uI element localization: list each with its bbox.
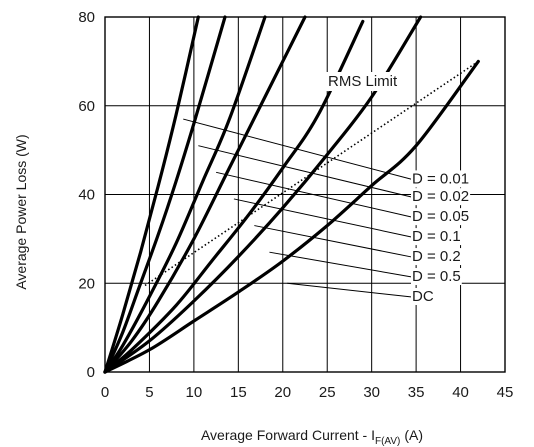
x-tick-label-2: 10 bbox=[186, 384, 203, 401]
annotation-labels: D = 0.01D = 0.02 D = 0.05 D = 0.1 D = 0.2 D … bbox=[325, 72, 471, 305]
y-tick-label-4: 80 bbox=[78, 9, 95, 26]
annotation-bg-4 bbox=[411, 248, 462, 266]
annotation-bg-5 bbox=[411, 268, 462, 286]
leader-line-1 bbox=[198, 145, 413, 198]
leader-line-4 bbox=[254, 225, 413, 258]
series-line-d-0-05 bbox=[103, 15, 267, 374]
curves bbox=[103, 15, 480, 374]
series-annotation-2: D = 0.05 bbox=[412, 208, 469, 225]
series-annotation-6: DC bbox=[412, 288, 434, 305]
annotation-leaders bbox=[183, 118, 413, 298]
series-line-d-0-02 bbox=[103, 15, 227, 374]
x-axis-label-unit: (A) bbox=[404, 427, 423, 443]
series-annotation-4: D = 0.2 bbox=[412, 248, 461, 265]
series-annotation-3: D = 0.1 bbox=[412, 228, 461, 245]
y-tick-label-1: 20 bbox=[78, 275, 95, 292]
x-tick-label-1: 5 bbox=[145, 384, 153, 401]
x-axis-label: Average Forward Current - IF(AV) (A) bbox=[201, 427, 423, 447]
y-axis-label: Average Power Loss (W) bbox=[13, 134, 29, 289]
x-tick-label-9: 45 bbox=[497, 384, 514, 401]
series-line-d-0-5 bbox=[103, 15, 423, 374]
y-tick-label-0: 0 bbox=[87, 364, 95, 381]
annotation-bg-3 bbox=[411, 228, 462, 246]
annotation-bg-1 bbox=[411, 188, 471, 206]
series-line-d-0-1 bbox=[103, 15, 307, 374]
annotation-bg-0 bbox=[411, 170, 471, 188]
tick-labels: 0 5 10 15 20 25 30 35 40 45 0 20 40 60 80 bbox=[78, 9, 513, 401]
x-tick-label-0: 0 bbox=[101, 384, 109, 401]
annotation-bg-6 bbox=[411, 288, 435, 305]
rms-label-bg bbox=[325, 72, 402, 91]
series-line-dc bbox=[103, 59, 480, 374]
x-axis-label-sub: F(AV) bbox=[375, 436, 400, 447]
y-tick-label-3: 60 bbox=[78, 98, 95, 115]
x-tick-label-8: 40 bbox=[452, 384, 469, 401]
leader-line-0 bbox=[183, 118, 413, 180]
series-line-d-0-2 bbox=[103, 19, 365, 374]
series-annotation-0: D = 0.01 bbox=[412, 170, 469, 187]
series-annotation-5: D = 0.5 bbox=[412, 268, 461, 285]
leader-line-6 bbox=[287, 282, 413, 298]
y-tick-label-2: 40 bbox=[78, 187, 95, 204]
annotation-bg-2 bbox=[411, 208, 471, 226]
x-tick-label-7: 35 bbox=[408, 384, 425, 401]
leader-line-5 bbox=[269, 251, 413, 278]
series-annotation-1: D = 0.02 bbox=[412, 188, 469, 205]
rms-limit-label: RMS Limit bbox=[328, 73, 398, 90]
x-tick-label-4: 20 bbox=[274, 384, 291, 401]
x-tick-label-5: 25 bbox=[319, 384, 336, 401]
leader-line-3 bbox=[233, 198, 413, 238]
x-axis-label-main: Average Forward Current - I bbox=[201, 427, 375, 443]
x-tick-label-6: 30 bbox=[363, 384, 380, 401]
leader-line-2 bbox=[215, 171, 413, 218]
series-line-d-0-01 bbox=[103, 15, 200, 374]
x-tick-label-3: 15 bbox=[230, 384, 247, 401]
